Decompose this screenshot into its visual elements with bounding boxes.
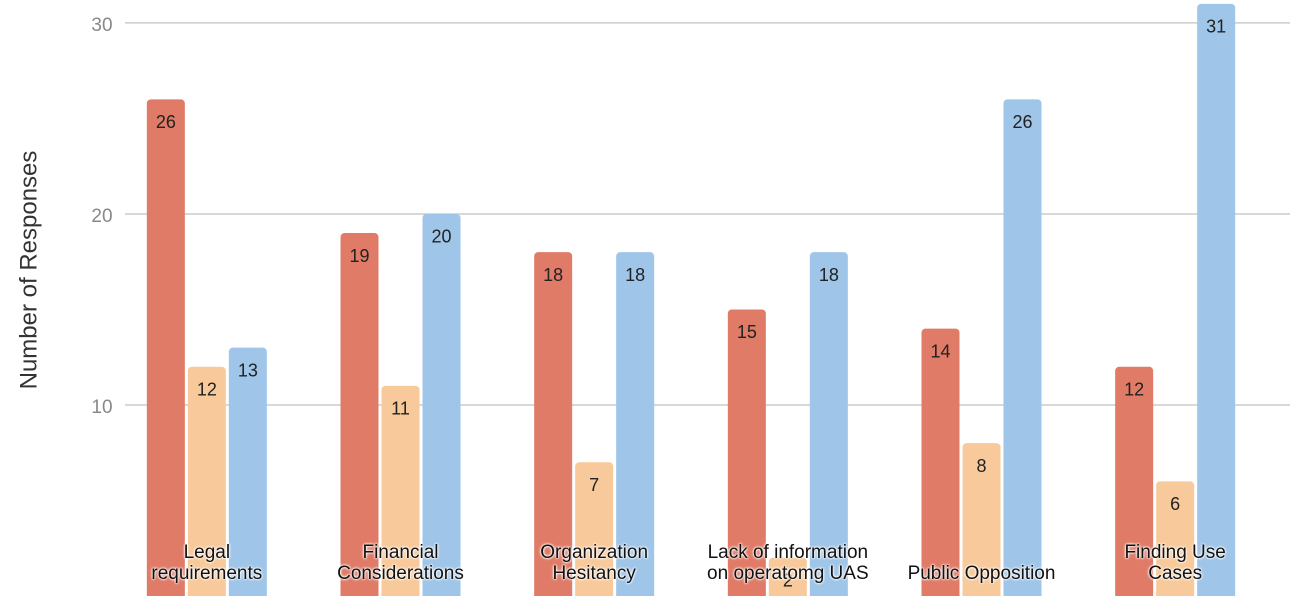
bar [1003, 99, 1042, 596]
x-tick-label: Finding Use Cases [1124, 542, 1226, 584]
x-tick-label: Public Opposition [907, 563, 1056, 584]
bar [575, 462, 614, 596]
data-label: 31 [1206, 17, 1226, 37]
bar [146, 99, 185, 596]
data-label: 12 [1124, 380, 1144, 400]
bar [534, 252, 573, 596]
bar [381, 385, 420, 596]
bar [1156, 481, 1195, 596]
data-label: 8 [976, 456, 986, 476]
y-tick-label: 10 [91, 397, 112, 418]
data-label: 20 [431, 227, 451, 247]
data-label: 15 [737, 322, 757, 342]
x-tick-label: Legal requirements [151, 542, 263, 584]
data-label: 18 [543, 265, 563, 285]
bar [228, 347, 267, 596]
data-label: 7 [589, 475, 599, 495]
data-label: 13 [238, 360, 258, 380]
data-label: 14 [930, 341, 950, 361]
bar [340, 233, 379, 596]
data-label: 19 [349, 246, 369, 266]
bar [727, 309, 766, 596]
bar [809, 252, 848, 596]
data-label: 11 [391, 399, 410, 419]
bar [921, 328, 960, 596]
data-label: 26 [1012, 112, 1032, 132]
data-label: 18 [625, 265, 645, 285]
data-label: 6 [1170, 494, 1180, 514]
y-axis-title: Number of Responses [15, 151, 42, 390]
x-tick-label: Organization Hesitancy [540, 542, 649, 584]
y-tick-label: 20 [91, 206, 112, 227]
data-label: 12 [197, 380, 217, 400]
bar [1115, 366, 1154, 596]
data-label: 18 [819, 265, 839, 285]
x-tick-label: Lack of information on operatomg UAS [707, 542, 869, 584]
bar [422, 213, 461, 596]
bar [1197, 3, 1236, 596]
data-label: 26 [156, 112, 176, 132]
data-label: 2 [783, 571, 793, 591]
x-tick-label: Financial Considerations [337, 542, 464, 584]
bar [962, 443, 1001, 596]
bar [616, 252, 655, 596]
y-tick-label: 30 [91, 15, 112, 36]
bar [187, 366, 226, 596]
bar [768, 557, 807, 596]
